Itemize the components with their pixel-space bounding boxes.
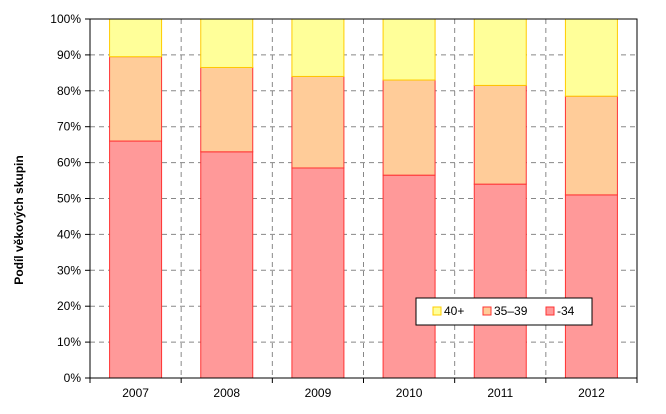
- y-tick-labels: 0% 10% 20% 30% 40% 50% 60% 70% 80% 90% 100%: [50, 12, 90, 385]
- y-tick-label: 0%: [64, 371, 82, 385]
- bar-2009--34: [291, 167, 345, 379]
- x-tick-label: 2009: [305, 386, 332, 400]
- legend: 40+ 35–39 -34: [415, 297, 593, 326]
- bar-2007--34: [109, 140, 163, 379]
- y-tick-label: 20%: [57, 299, 81, 313]
- bar-2007-35–39: [109, 56, 163, 142]
- legend-box: [415, 297, 593, 326]
- bar-2009-40+: [291, 18, 345, 77]
- y-tick-label: 100%: [50, 12, 81, 26]
- legend-swatch: [545, 306, 555, 316]
- x-tick-label: 2007: [122, 386, 149, 400]
- bar-2010-40+: [382, 18, 436, 81]
- bar-2010-35–39: [382, 79, 436, 176]
- legend-label: 40+: [444, 304, 464, 318]
- y-tick-label: 50%: [57, 192, 81, 206]
- y-tick-label: 30%: [57, 263, 81, 277]
- y-tick-label: 60%: [57, 156, 81, 170]
- x-tick-label: 2012: [578, 386, 605, 400]
- bar-2008-35–39: [200, 66, 254, 153]
- bar-2011-40+: [473, 18, 527, 86]
- y-tick-label: 80%: [57, 84, 81, 98]
- bar-2008--34: [200, 151, 254, 379]
- x-tick-label: 2010: [396, 386, 423, 400]
- y-tick-label: 90%: [57, 48, 81, 62]
- x-tick-label: 2008: [213, 386, 240, 400]
- y-tick-label: 10%: [57, 335, 81, 349]
- x-tick-labels: 2007 2008 2009 2010 2011 2012: [89, 378, 638, 400]
- legend-label: -34: [557, 304, 575, 318]
- bar-2007-40+: [109, 18, 163, 58]
- bar-2010--34: [382, 174, 436, 379]
- bar-2012-40+: [564, 18, 618, 97]
- bar-2012--34: [564, 194, 618, 379]
- y-tick-label: 70%: [57, 120, 81, 134]
- legend-swatch: [432, 306, 442, 316]
- bar-2011--34: [473, 183, 527, 379]
- legend-swatch: [482, 306, 492, 316]
- y-axis-label: Podíl věkových skupin: [12, 155, 26, 284]
- y-tick-label: 40%: [57, 227, 81, 241]
- bars: [109, 18, 618, 379]
- legend-label: 35–39: [494, 304, 528, 318]
- bar-2011-35–39: [473, 84, 527, 185]
- bar-2012-35–39: [564, 95, 618, 196]
- x-tick-label: 2011: [487, 386, 513, 400]
- bar-2009-35–39: [291, 75, 345, 169]
- bar-2008-40+: [200, 18, 254, 68]
